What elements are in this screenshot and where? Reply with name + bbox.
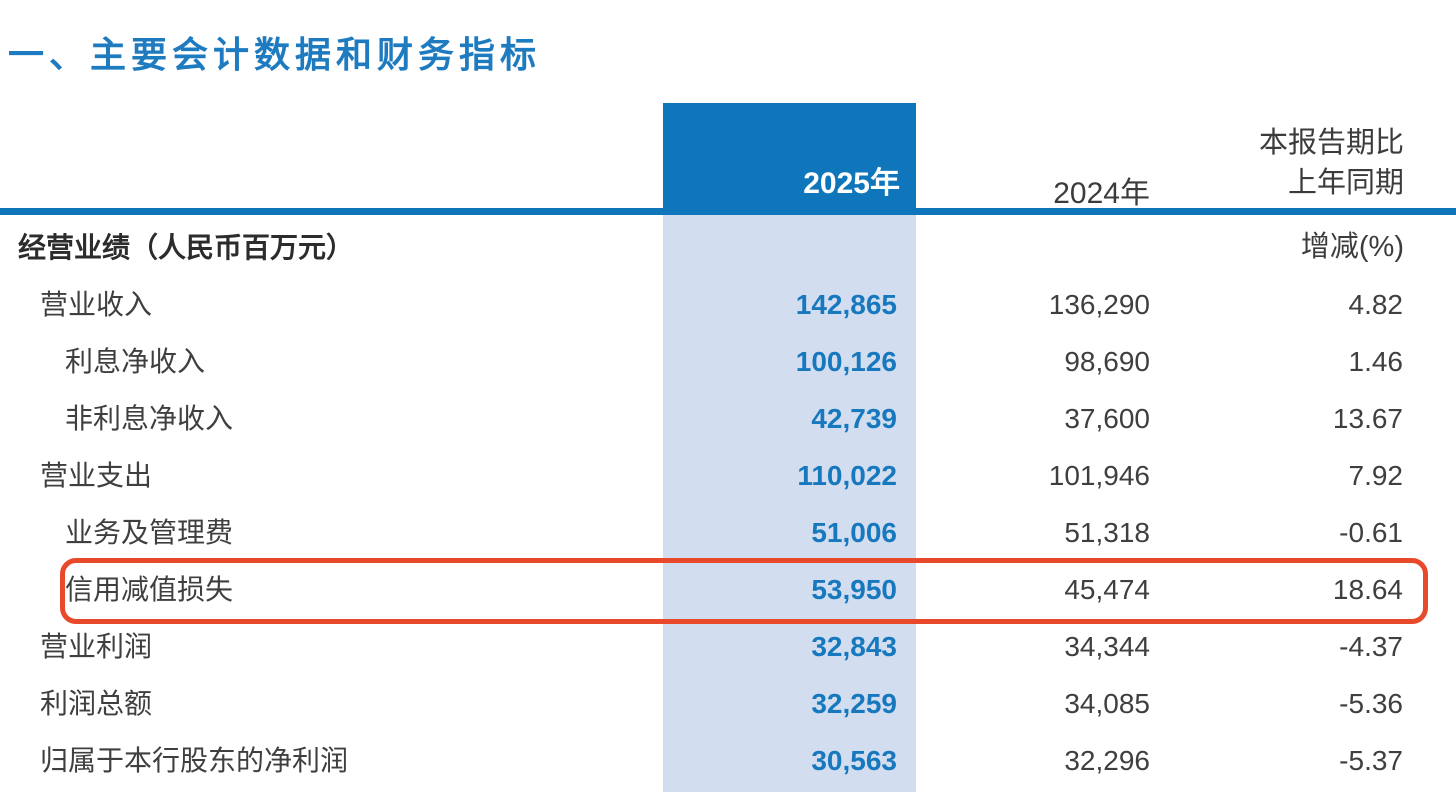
row-value-v2025: 42,739 xyxy=(811,403,897,434)
row-label: 经营业绩（人民币百万元） xyxy=(18,232,355,263)
column-header-change-unit: 增减(%) xyxy=(1300,231,1404,263)
row-label: 营业收入 xyxy=(40,289,153,320)
table-row: 营业利润 32,843 34,344 -4.37 xyxy=(0,618,1456,675)
row-value-v2025: 32,843 xyxy=(811,631,897,662)
row-value-v2024: 37,600 xyxy=(1064,403,1150,434)
table-rows: 经营业绩（人民币百万元） 营业收入 142,865 136,290 4.82 利息净收入 1… xyxy=(0,219,1456,789)
column-header-change: 本报告期比 上年同期 xyxy=(0,123,1404,203)
row-value-change: -5.37 xyxy=(1339,745,1403,776)
row-label: 营业支出 xyxy=(40,460,153,491)
table-row-highlighted: 信用减值损失 53,950 45,474 18.64 xyxy=(0,561,1456,618)
highlight-annotation-box xyxy=(60,558,1428,624)
row-label: 利润总额 xyxy=(40,688,153,719)
column-header-2024: 2024年 xyxy=(1053,177,1150,210)
row-value-v2025: 53,950 xyxy=(811,574,897,605)
table-row: 非利息净收入 42,739 37,600 13.67 xyxy=(0,390,1456,447)
page-title: 一、主要会计数据和财务指标 xyxy=(8,34,542,75)
row-label: 非利息净收入 xyxy=(65,403,234,434)
row-value-change: 13.67 xyxy=(1332,403,1403,434)
table-row: 营业支出 110,022 101,946 7.92 xyxy=(0,447,1456,504)
row-value-change: -0.61 xyxy=(1339,517,1403,548)
row-value-change: 4.82 xyxy=(1348,289,1404,320)
table-row: 业务及管理费 51,006 51,318 -0.61 xyxy=(0,504,1456,561)
table-row: 营业收入 142,865 136,290 4.82 xyxy=(0,276,1456,333)
row-value-v2025: 110,022 xyxy=(797,460,897,491)
row-label: 利息净收入 xyxy=(65,346,206,377)
table-row: 经营业绩（人民币百万元） xyxy=(0,219,1456,276)
row-value-change: -5.36 xyxy=(1339,688,1403,719)
row-value-v2024: 34,085 xyxy=(1064,688,1150,719)
row-value-v2024: 51,318 xyxy=(1064,517,1150,548)
row-value-change: 1.46 xyxy=(1348,346,1404,377)
table-row: 归属于本行股东的净利润 30,563 32,296 -5.37 xyxy=(0,732,1456,789)
row-value-change: 7.92 xyxy=(1348,460,1404,491)
row-value-v2024: 101,946 xyxy=(1048,460,1150,491)
column-header-change-line2: 上年同期 xyxy=(1287,167,1404,199)
row-label: 业务及管理费 xyxy=(65,517,234,548)
header-divider-line xyxy=(0,208,1456,215)
table-row: 利息净收入 100,126 98,690 1.46 xyxy=(0,333,1456,390)
row-value-v2025: 32,259 xyxy=(811,688,897,719)
column-header-change-line1: 本报告期比 xyxy=(1258,127,1404,159)
row-label: 信用减值损失 xyxy=(65,574,234,605)
row-label: 归属于本行股东的净利润 xyxy=(40,745,349,776)
table-row: 利润总额 32,259 34,085 -5.36 xyxy=(0,675,1456,732)
row-value-change: 18.64 xyxy=(1332,574,1403,605)
column-2025-highlight-band xyxy=(663,212,916,792)
row-label: 营业利润 xyxy=(40,631,153,662)
column-2025-header-block: 2025年 xyxy=(663,103,916,208)
row-value-v2024: 98,690 xyxy=(1064,346,1150,377)
row-value-v2025: 51,006 xyxy=(811,517,897,548)
column-header-2025: 2025年 xyxy=(803,167,900,200)
row-value-v2024: 45,474 xyxy=(1064,574,1150,605)
row-value-v2025: 142,865 xyxy=(795,289,897,320)
row-value-change: -4.37 xyxy=(1339,631,1403,662)
row-value-v2025: 30,563 xyxy=(811,745,897,776)
row-value-v2025: 100,126 xyxy=(795,346,897,377)
row-value-v2024: 32,296 xyxy=(1064,745,1150,776)
row-value-v2024: 136,290 xyxy=(1048,289,1150,320)
row-value-v2024: 34,344 xyxy=(1064,631,1150,662)
